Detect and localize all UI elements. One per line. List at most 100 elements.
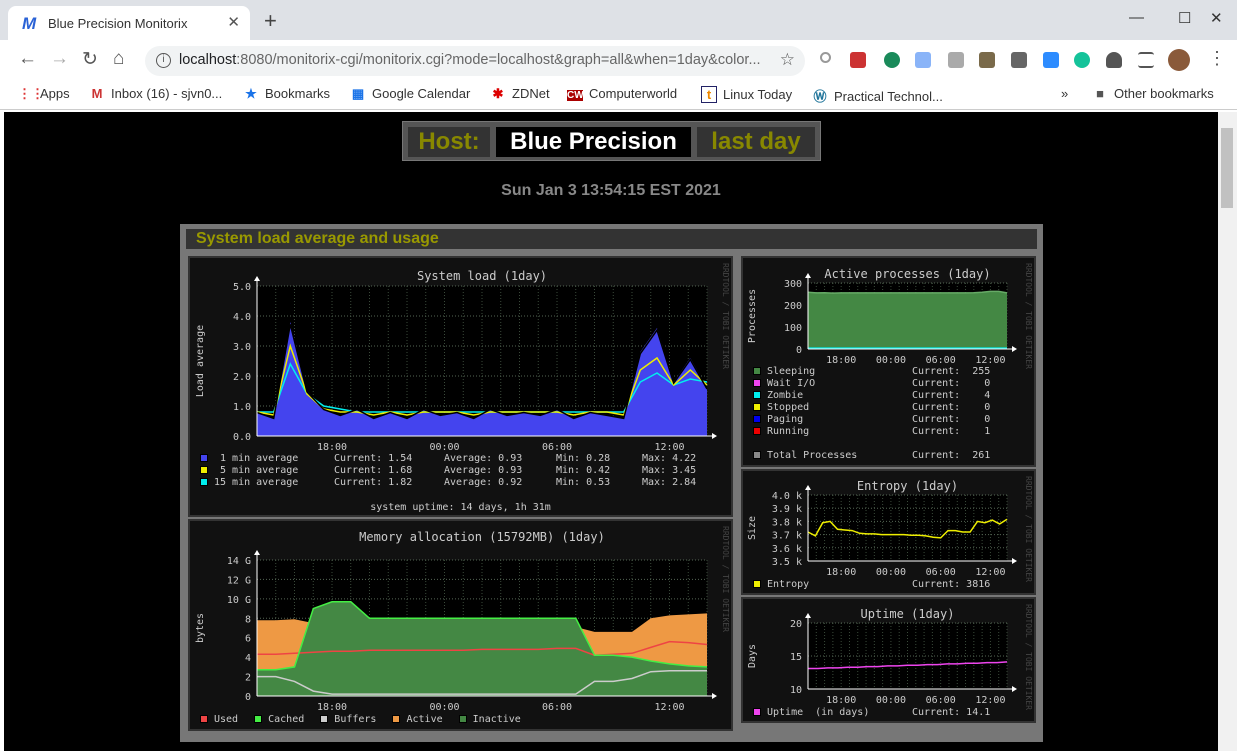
legend-swatch	[458, 715, 467, 723]
maximize-button[interactable]: ☐	[1178, 10, 1192, 27]
y-tick-label: 12 G	[227, 575, 251, 586]
legend-average: Average: 0.93	[444, 453, 523, 464]
y-tick-label: 0	[245, 692, 251, 703]
chart-title: Memory allocation (15792MB) (1day)	[359, 530, 605, 544]
x-tick-label: 06:00	[926, 695, 956, 706]
host-name: Blue Precision	[496, 127, 691, 157]
legend-label-inactive: Inactive	[472, 714, 533, 725]
grammar-extension-icon[interactable]	[884, 52, 900, 68]
x-tick-label: 12:00	[975, 695, 1005, 706]
y-tick-label: 3.9 k	[772, 504, 802, 515]
minimize-button[interactable]: —	[1129, 9, 1144, 26]
legend-max: Max: 3.45	[642, 465, 697, 476]
legend-row-load5: 5 min average Current: 1.68 Average: 0.93 M…	[200, 465, 712, 476]
bookmark-label: Linux Today	[723, 87, 793, 102]
y-axis-label: Days	[747, 644, 758, 668]
x-tick-label: 12:00	[975, 355, 1005, 366]
bookmark-zdnet[interactable]: ✱ ZDNet	[490, 86, 550, 102]
close-tab-icon[interactable]: ✕	[227, 14, 240, 31]
y-tick-label: 1.0	[233, 402, 251, 413]
x-tick-label: 18:00	[826, 355, 856, 366]
more-bookmarks-button[interactable]: »	[1061, 86, 1069, 101]
legend-current: Current: 0	[912, 402, 991, 413]
memory-svg: 0 2 4 6 8 10 G 12 G 14 G 18:00 00:00 06:00 12:00 Mem…	[195, 526, 730, 713]
bookmark-label: Bookmarks	[265, 86, 331, 101]
docs-extension-icon[interactable]	[915, 52, 931, 68]
x-tick-label: 06:00	[926, 355, 956, 366]
x-tick-label: 00:00	[876, 567, 906, 578]
x-tick-label: 06:00	[542, 442, 572, 453]
legend-swatch	[753, 367, 761, 375]
url-host: localhost	[179, 52, 237, 68]
system-load-graph: 0.0 1.0 2.0 3.0 4.0 5.0 18:00 00:00 06:00 12:00 Sy…	[188, 256, 733, 517]
gmail-extension-icon[interactable]	[850, 52, 866, 68]
toolbar: ← → ↻ ⌂ i localhost:8080/monitorix-cgi/m…	[0, 40, 1237, 80]
close-window-button[interactable]: ✕	[1210, 10, 1223, 27]
sleeping-line	[807, 290, 1008, 294]
bookmark-label: Google Calendar	[372, 86, 471, 101]
x-axis-arrow	[1012, 686, 1017, 692]
processes-svg: 0 100 200 300 18:00 00:00 06:00 12:00 Active pro…	[747, 263, 1033, 369]
period-label: last day	[697, 127, 815, 157]
books-extension-icon[interactable]	[979, 52, 995, 68]
legend-row-total: Total Processes Current: 261	[753, 450, 1002, 461]
legend-swatch	[200, 478, 208, 486]
legend-swatch	[200, 454, 208, 462]
bookmark-linux-today[interactable]: t Linux Today	[701, 86, 792, 103]
address-bar[interactable]: i localhost:8080/monitorix-cgi/monitorix…	[145, 46, 805, 76]
legend-current: Current: 0	[912, 378, 991, 389]
legend-max: Max: 2.84	[642, 477, 697, 488]
bookmark-bookmarks[interactable]: ★ Bookmarks	[243, 86, 330, 102]
bookmark-label: Apps	[40, 86, 70, 101]
legend-current: Current: 1	[912, 426, 991, 437]
menu-kebab-icon[interactable]: ⋮	[1208, 48, 1226, 68]
site-info-icon[interactable]: i	[156, 53, 171, 68]
legend-label-buffers: Buffers	[334, 714, 389, 725]
legend-swatch	[753, 580, 761, 588]
bookmark-label: ZDNet	[512, 86, 550, 101]
legend-swatch	[753, 427, 761, 435]
extension-icon[interactable]	[948, 52, 964, 68]
grammarly-extension-icon[interactable]	[1074, 52, 1090, 68]
scrollbar-thumb[interactable]	[1221, 128, 1233, 208]
bookmark-star-icon[interactable]: ☆	[779, 50, 795, 69]
zoom-extension-icon[interactable]	[1043, 52, 1059, 68]
home-button[interactable]: ⌂	[113, 48, 125, 69]
legend-label: Entropy	[767, 579, 810, 590]
x-tick-label: 18:00	[826, 695, 856, 706]
legend-row-zombie: Zombie Current: 4	[753, 390, 1002, 401]
host-label: Host:	[408, 127, 490, 157]
legend-row-entropy: Entropy Current: 3816	[753, 579, 1002, 590]
forward-button[interactable]: →	[50, 48, 69, 69]
scrollbar[interactable]	[1218, 112, 1237, 751]
legend-label: Sleeping	[767, 366, 816, 377]
tab-monitorix[interactable]: M Blue Precision Monitorix ✕	[8, 6, 250, 40]
bookmark-practical-technology[interactable]: Ⓦ Practical Technol...	[812, 86, 942, 105]
legend-min: Min: 0.42	[556, 465, 611, 476]
new-tab-button[interactable]: +	[264, 8, 277, 33]
bookmark-apps[interactable]: ⋮⋮Apps	[18, 86, 70, 102]
legend-row-stopped: Stopped Current: 0	[753, 402, 1002, 413]
bookmark-inbox[interactable]: M Inbox (16) - sjvn0...	[89, 86, 223, 101]
chart-title: Active processes (1day)	[824, 267, 990, 281]
extension-icon[interactable]	[1011, 52, 1027, 68]
bookmark-computerworld[interactable]: CW Computerworld	[567, 86, 677, 101]
back-button[interactable]: ←	[18, 48, 37, 69]
x-tick-label: 00:00	[429, 442, 459, 453]
y-axis-arrow	[805, 273, 811, 278]
reload-button[interactable]: ↻	[82, 49, 98, 70]
search-extension-icon[interactable]	[820, 52, 831, 63]
y-tick-label: 8	[245, 614, 251, 625]
entropy-line	[807, 518, 1008, 539]
uptime-line	[808, 661, 1008, 670]
used-line	[257, 640, 708, 656]
bookmark-label: Computerworld	[589, 86, 678, 101]
profile-avatar[interactable]	[1168, 49, 1190, 71]
other-bookmarks[interactable]: ■ Other bookmarks	[1092, 86, 1214, 101]
legend-swatch	[200, 715, 208, 723]
media-control-icon[interactable]	[1138, 52, 1154, 68]
legend-swatch	[753, 379, 761, 387]
legend-row-sleeping: Sleeping Current: 255	[753, 366, 1002, 377]
extensions-puzzle-icon[interactable]	[1106, 52, 1122, 68]
bookmark-google-calendar[interactable]: ▦ Google Calendar	[350, 86, 470, 102]
